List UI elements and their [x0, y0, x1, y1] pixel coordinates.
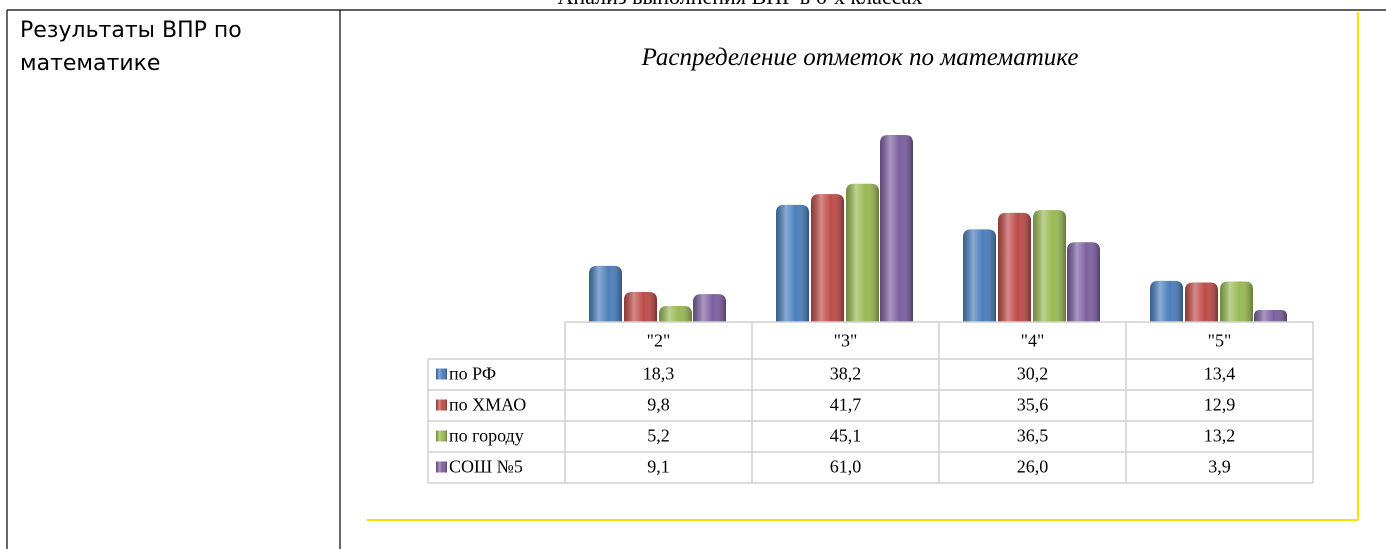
- bar-shine: [963, 229, 996, 322]
- legend-label: по РФ: [449, 364, 496, 384]
- category-label: "3": [834, 331, 858, 351]
- data-label: 35,6: [1017, 395, 1049, 415]
- data-label: 36,5: [1017, 426, 1049, 446]
- legend-key-shine: [436, 430, 447, 442]
- data-label: 3,9: [1208, 457, 1231, 477]
- data-label: 61,0: [830, 457, 862, 477]
- data-label: 38,2: [830, 364, 862, 384]
- left-cell: Результаты ВПР по математике: [20, 18, 242, 76]
- bar-shine: [998, 212, 1031, 322]
- chart-title: Распределение отметок по математике: [641, 44, 1079, 71]
- bar-shine: [1150, 280, 1183, 322]
- data-label: 13,4: [1204, 364, 1236, 384]
- bar-shine: [1067, 242, 1100, 322]
- data-label: 18,3: [643, 364, 675, 384]
- bar-shine: [589, 265, 622, 322]
- data-label: 45,1: [830, 426, 862, 446]
- legend-label: СОШ №5: [449, 457, 523, 477]
- bar-shine: [776, 204, 809, 322]
- data-label: 12,9: [1204, 395, 1236, 415]
- legend-key-shine: [436, 368, 447, 380]
- bar-shine: [880, 135, 913, 322]
- legend-key-shine: [436, 399, 447, 411]
- bar-shine: [1185, 282, 1218, 322]
- data-label: 13,2: [1204, 426, 1236, 446]
- legend-label: по городу: [449, 426, 524, 446]
- category-label: "4": [1021, 331, 1045, 351]
- data-label: 9,1: [647, 457, 670, 477]
- bar-shine: [693, 294, 726, 322]
- bar-shine: [1220, 281, 1253, 322]
- bar-shine: [846, 183, 879, 322]
- bar-shine: [1254, 310, 1287, 322]
- legend-label: по ХМАО: [449, 395, 526, 415]
- bar-shine: [811, 194, 844, 322]
- bar-shine: [659, 306, 692, 322]
- category-label: "2": [647, 331, 671, 351]
- bar-shine: [624, 291, 657, 322]
- heading: Анализ выполнения ВПР в 6-х классах: [558, 0, 923, 9]
- bar-shine: [1033, 210, 1066, 322]
- data-label: 30,2: [1017, 364, 1049, 384]
- data-label: 26,0: [1017, 457, 1049, 477]
- legend-key-shine: [436, 461, 447, 473]
- data-label: 9,8: [647, 395, 670, 415]
- data-label: 5,2: [647, 426, 670, 446]
- category-label: "5": [1208, 331, 1232, 351]
- data-label: 41,7: [830, 395, 862, 415]
